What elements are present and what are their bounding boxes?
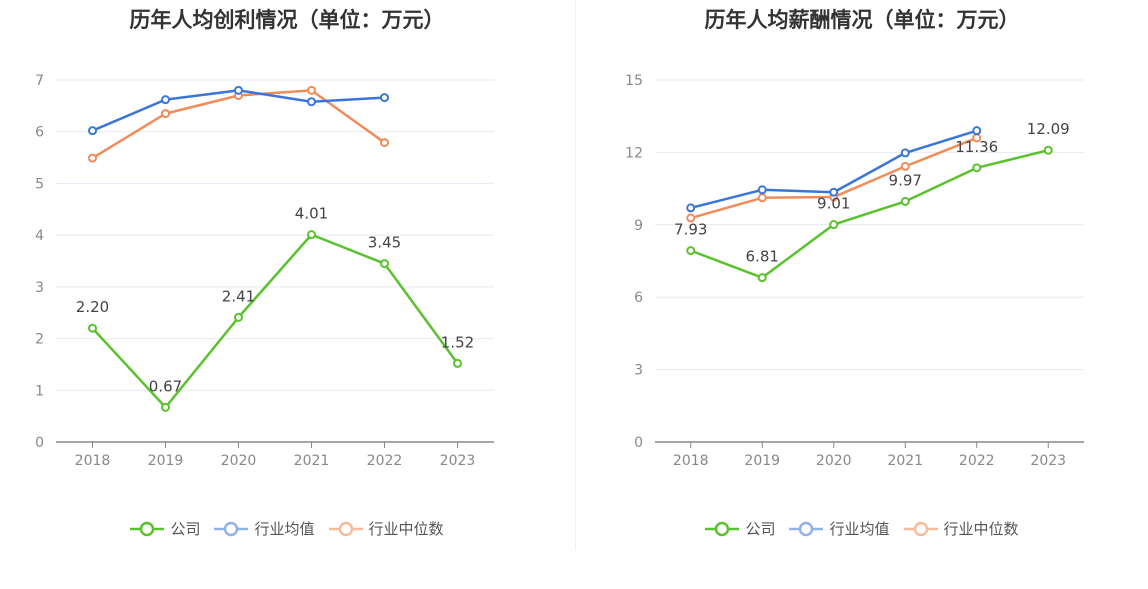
series-line-0	[91, 233, 459, 409]
data-label: 2.41	[222, 287, 255, 305]
data-label: 4.01	[295, 205, 328, 223]
data-label: 11.36	[955, 138, 998, 156]
data-label: 3.45	[368, 234, 401, 252]
data-point	[307, 85, 316, 95]
data-point	[757, 185, 767, 195]
x-tick-label: 2018	[673, 453, 709, 469]
legend-label: 行业中位数	[943, 520, 1019, 538]
data-point	[972, 163, 982, 173]
legend-item-industry-mean[interactable]: 行业均值	[214, 518, 315, 539]
y-tick-label: 9	[634, 218, 643, 234]
y-tick-label: 3	[35, 280, 44, 296]
y-tick-label: 12	[625, 145, 643, 161]
y-tick-label: 0	[35, 435, 44, 451]
y-tick-label: 7	[35, 73, 44, 89]
legend-label: 行业均值	[829, 520, 890, 538]
x-tick-label: 2019	[148, 453, 184, 469]
y-tick-label: 15	[625, 73, 643, 89]
legend-label: 公司	[745, 520, 776, 538]
data-label: 7.93	[674, 221, 707, 239]
x-tick-label: 2019	[744, 453, 780, 469]
data-point	[380, 259, 389, 269]
legend-label: 公司	[170, 520, 201, 538]
data-point	[307, 97, 316, 107]
data-point	[161, 402, 170, 412]
data-point	[1043, 145, 1053, 155]
data-point	[757, 273, 767, 283]
legend-item-company[interactable]: 公司	[130, 518, 200, 539]
data-label: 0.67	[149, 377, 182, 395]
data-point	[900, 196, 910, 206]
legend-line-circle-icon	[903, 521, 938, 536]
y-tick-label: 1	[35, 383, 44, 399]
data-point	[972, 126, 982, 136]
legend-item-industry-median[interactable]: 行业中位数	[328, 518, 444, 539]
data-point	[686, 203, 696, 213]
data-point	[234, 85, 243, 95]
y-tick-label: 5	[35, 176, 44, 192]
legend-item-industry-mean[interactable]: 行业均值	[789, 518, 890, 539]
y-tick-label: 2	[35, 332, 44, 348]
legend-line-circle-icon	[130, 521, 165, 536]
x-tick-label: 2022	[367, 453, 403, 469]
salary-chart-panel: 历年人均薪酬情况（单位：万元） 0 3 6 9 12 15 2018 2019 2020 2021…	[576, 0, 1148, 589]
profit-chart-panel: 历年人均创利情况（单位：万元） 0 1 2 3 4 5 6 7 2018 2019 2020 2021…	[0, 8, 574, 539]
y-tick-label: 6	[35, 125, 44, 141]
x-tick-label: 2023	[1030, 453, 1066, 469]
x-tick-label: 2023	[440, 453, 476, 469]
x-tick-label: 2021	[294, 453, 330, 469]
data-point	[829, 220, 839, 230]
legend-line-circle-icon	[328, 521, 363, 536]
x-tick-label: 2020	[816, 453, 852, 469]
x-tick-label: 2021	[887, 453, 923, 469]
data-point	[686, 246, 696, 256]
data-point	[161, 95, 170, 105]
data-point	[380, 138, 389, 148]
chart-legend: 公司 行业均值 行业中位数	[576, 518, 1148, 539]
legend-item-company[interactable]: 公司	[705, 518, 775, 539]
data-label: 2.20	[76, 298, 109, 316]
data-label: 1.52	[441, 333, 474, 351]
x-tick-label: 2020	[221, 453, 257, 469]
y-tick-label: 6	[634, 290, 643, 306]
data-label: 6.81	[746, 248, 779, 266]
data-label: 9.01	[817, 195, 850, 213]
data-point	[88, 126, 97, 136]
x-tick-label: 2022	[959, 453, 995, 469]
data-label: 9.97	[889, 171, 922, 189]
x-tick-label: 2018	[75, 453, 111, 469]
data-point	[234, 312, 243, 322]
profit-line-chart: 0 1 2 3 4 5 6 7 2018 2019 2020 2021 2022 2023 2.20 0.67…	[35, 73, 494, 469]
data-label: 12.09	[1027, 120, 1070, 138]
data-point	[900, 161, 910, 171]
data-point	[307, 230, 316, 240]
data-point	[88, 323, 97, 333]
y-tick-label: 4	[35, 228, 44, 244]
data-point	[453, 358, 462, 368]
data-point	[757, 193, 767, 203]
panel-divider	[575, 0, 576, 550]
data-point	[829, 187, 839, 197]
data-point	[686, 213, 696, 223]
chart-title: 历年人均创利情况（单位：万元）	[129, 8, 445, 32]
legend-line-circle-icon	[705, 521, 740, 536]
y-tick-label: 0	[634, 435, 643, 451]
legend-label: 行业中位数	[368, 520, 444, 538]
data-point	[900, 148, 910, 158]
legend-item-industry-median[interactable]: 行业中位数	[903, 518, 1019, 539]
legend-label: 行业均值	[254, 520, 315, 538]
legend-line-circle-icon	[789, 521, 824, 536]
data-point	[380, 93, 389, 103]
y-tick-label: 3	[634, 363, 643, 379]
data-point	[161, 109, 170, 119]
data-point	[88, 153, 97, 163]
chart-legend: 公司 行业均值 行业中位数	[0, 518, 574, 539]
chart-title: 历年人均薪酬情况（单位：万元）	[704, 8, 1020, 32]
legend-line-circle-icon	[214, 521, 249, 536]
salary-line-chart: 0 3 6 9 12 15 2018 2019 2020 2021 2022 2023 7.93 6.81…	[625, 73, 1084, 469]
series-line-0	[690, 149, 1049, 279]
